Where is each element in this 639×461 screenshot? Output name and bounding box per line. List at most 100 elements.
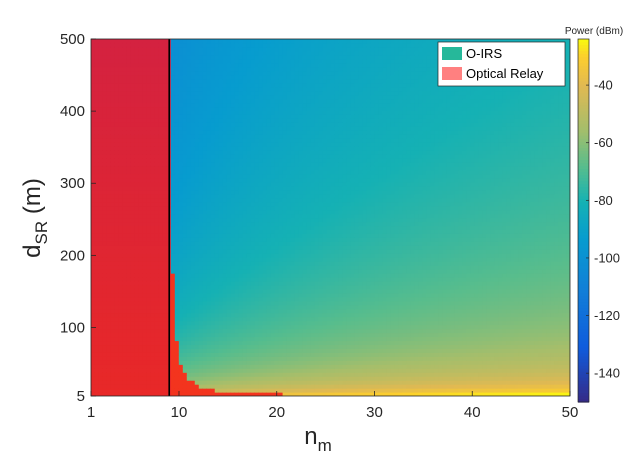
- heatmap-cell: [118, 324, 124, 330]
- heatmap-cell: [206, 344, 212, 349]
- heatmap-cell: [122, 273, 128, 278]
- heatmap-cell: [222, 324, 228, 330]
- heatmap-cell: [274, 217, 280, 223]
- heatmap-cell: [298, 284, 304, 290]
- heatmap-cell: [254, 181, 260, 187]
- heatmap-cell: [206, 50, 212, 56]
- heatmap-cell: [106, 70, 112, 76]
- heatmap-cell: [298, 94, 304, 100]
- heatmap-cell: [150, 142, 156, 147]
- heatmap-cell: [278, 205, 284, 211]
- heatmap-cell: [234, 364, 240, 369]
- heatmap-cell: [94, 201, 100, 207]
- heatmap-cell: [198, 320, 204, 326]
- heatmap-cell: [162, 197, 168, 203]
- heatmap-cell: [150, 340, 156, 346]
- heatmap-cell: [98, 324, 104, 330]
- heatmap-cell: [98, 229, 104, 234]
- heatmap-cell: [222, 209, 228, 215]
- heatmap-cell: [110, 169, 116, 175]
- heatmap-cell: [286, 134, 292, 139]
- heatmap-cell: [106, 364, 112, 369]
- heatmap-cell: [274, 245, 280, 250]
- heatmap-cell: [218, 118, 224, 123]
- heatmap-cell: [226, 106, 232, 111]
- heatmap-cell: [298, 376, 304, 381]
- heatmap-cell: [142, 273, 148, 278]
- heatmap-cell: [306, 42, 312, 48]
- heatmap-cell: [302, 372, 308, 377]
- heatmap-cell: [214, 46, 220, 52]
- heatmap-cell: [238, 364, 244, 369]
- heatmap-cell: [138, 74, 144, 80]
- heatmap-cell: [274, 209, 280, 215]
- heatmap-cell: [230, 130, 236, 135]
- heatmap-cell: [98, 261, 104, 266]
- heatmap-cell: [234, 388, 240, 393]
- heatmap-cell: [106, 181, 112, 187]
- heatmap-cell: [174, 161, 180, 167]
- heatmap-cell: [294, 181, 300, 187]
- heatmap-cell: [91, 78, 96, 84]
- heatmap-cell: [146, 288, 152, 294]
- heatmap-cell: [198, 384, 204, 389]
- heatmap-cell: [146, 181, 152, 187]
- heatmap-cell: [218, 273, 224, 278]
- heatmap-cell: [138, 360, 144, 365]
- heatmap-cell: [294, 213, 300, 219]
- heatmap-cell: [138, 165, 144, 171]
- heatmap-cell: [142, 312, 148, 318]
- heatmap-cell: [274, 328, 280, 334]
- heatmap-cell: [222, 161, 228, 167]
- heatmap-cell: [250, 177, 256, 183]
- heatmap-cell: [274, 292, 280, 298]
- heatmap-cell: [226, 58, 232, 64]
- heatmap-cell: [266, 364, 272, 369]
- heatmap-cell: [202, 265, 208, 270]
- heatmap-cell: [258, 150, 264, 155]
- heatmap-cell: [242, 372, 248, 377]
- heatmap-cell: [258, 237, 264, 242]
- heatmap-cell: [230, 62, 236, 68]
- heatmap-cell: [142, 221, 148, 227]
- heatmap-cell: [230, 284, 236, 290]
- heatmap-cell: [282, 165, 288, 171]
- heatmap-cell: [190, 288, 196, 294]
- heatmap-cell: [102, 154, 108, 159]
- heatmap-cell: [238, 233, 244, 238]
- heatmap-cell: [158, 78, 164, 84]
- heatmap-cell: [126, 265, 132, 270]
- heatmap-cell: [118, 154, 124, 159]
- heatmap-cell: [282, 384, 288, 389]
- heatmap-cell: [190, 324, 196, 330]
- heatmap-cell: [118, 213, 124, 219]
- heatmap-cell: [242, 284, 248, 290]
- heatmap-cell: [274, 332, 280, 338]
- heatmap-cell: [106, 233, 112, 238]
- heatmap-cell: [162, 193, 168, 199]
- heatmap-cell: [238, 261, 244, 266]
- heatmap-cell: [290, 384, 296, 389]
- heatmap-cell: [294, 269, 300, 274]
- heatmap-cell: [294, 114, 300, 119]
- heatmap-cell: [294, 241, 300, 246]
- heatmap-cell: [134, 221, 140, 227]
- heatmap-cell: [266, 257, 272, 262]
- heatmap-cell: [154, 110, 160, 115]
- heatmap-cell: [91, 249, 96, 254]
- heatmap-cell: [266, 50, 272, 56]
- heatmap-cell: [162, 304, 168, 310]
- heatmap-cell: [266, 249, 272, 254]
- heatmap-cell: [198, 46, 204, 52]
- heatmap-cell: [130, 197, 136, 203]
- heatmap-cell: [274, 320, 280, 326]
- heatmap-cell: [190, 316, 196, 322]
- heatmap-cell: [302, 288, 308, 294]
- heatmap-cell: [170, 154, 176, 159]
- heatmap-cell: [182, 336, 188, 342]
- heatmap-cell: [226, 154, 232, 159]
- heatmap-cell: [150, 360, 156, 365]
- heatmap-cell: [102, 356, 108, 361]
- heatmap-cell: [214, 142, 220, 147]
- heatmap-cell: [234, 300, 240, 306]
